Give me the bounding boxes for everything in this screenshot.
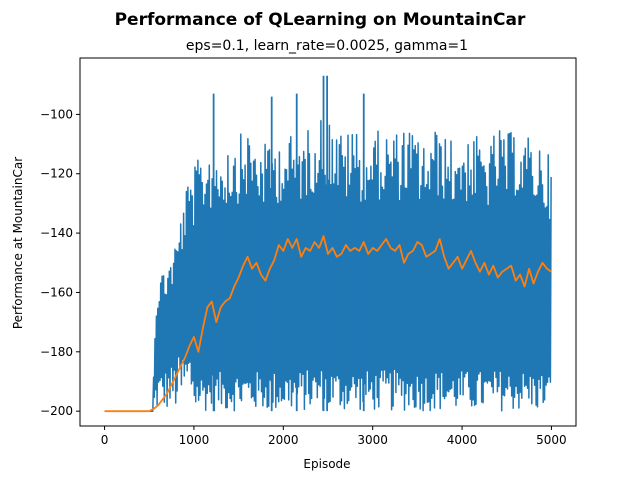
series-moving-average-line xyxy=(104,235,552,413)
x-axis-label: Episode xyxy=(303,457,350,471)
y-tick-label: −200 xyxy=(40,404,73,418)
x-tick-label: 4000 xyxy=(447,433,478,447)
x-tick-label: 5000 xyxy=(536,433,567,447)
chart-title: Performance of QLearning on MountainCar xyxy=(115,10,526,30)
y-tick-label: −120 xyxy=(40,167,73,181)
series-episode-line xyxy=(104,119,552,412)
y-axis-label: Performance at MountainCar xyxy=(11,157,25,329)
plot-area xyxy=(104,75,552,413)
x-tick-label: 3000 xyxy=(357,433,388,447)
y-tick-label: −180 xyxy=(40,345,73,359)
y-tick-label: −160 xyxy=(40,285,73,299)
plot-frame xyxy=(79,57,577,427)
x-tick-label: 2000 xyxy=(268,433,299,447)
x-axis: 0 1000 2000 3000 4000 5000 xyxy=(101,426,567,447)
y-tick-label: −100 xyxy=(40,107,73,121)
x-tick-label: 1000 xyxy=(179,433,210,447)
y-axis: −200 −180 −160 −140 −120 −100 xyxy=(40,107,80,418)
chart-subtitle: eps=0.1, learn_rate=0.0025, gamma=1 xyxy=(186,38,468,54)
x-tick-label: 0 xyxy=(101,433,109,447)
y-tick-label: −140 xyxy=(40,226,73,240)
